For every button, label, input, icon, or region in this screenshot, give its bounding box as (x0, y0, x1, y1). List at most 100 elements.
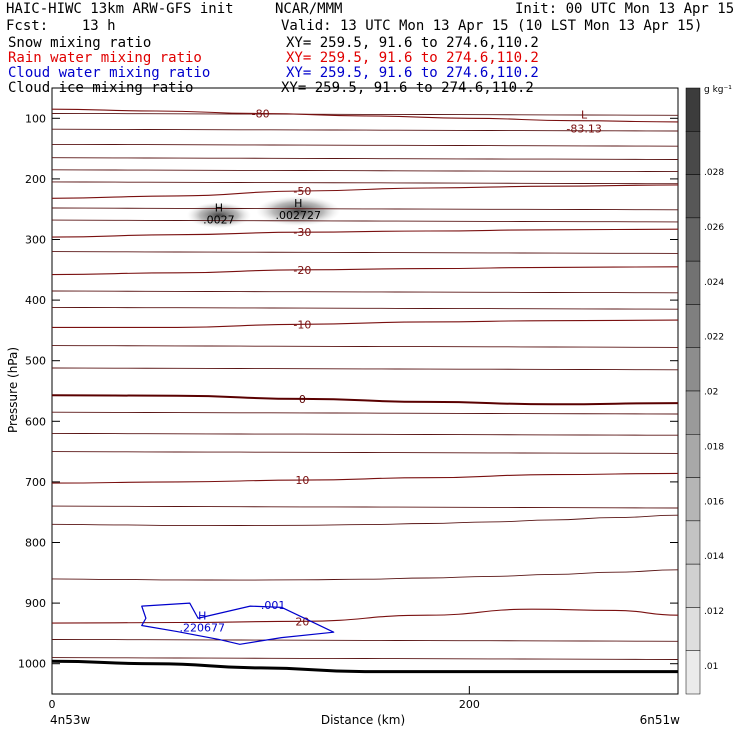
snow-max-value: .002727 (275, 209, 321, 222)
colorbar-segment (685, 87, 701, 132)
contour-label: -20 (293, 264, 311, 277)
snow-max-marker: H (294, 197, 302, 210)
colorbar-segment (685, 434, 701, 478)
colorbar-segment (685, 477, 701, 522)
colorbar-segment (685, 304, 701, 348)
field-xy-snow: XY= 259.5, 91.6 to 274.6,110.2 (286, 35, 539, 51)
isentrope-line (51, 505, 679, 509)
header-title: HAIC-HIWC 13km ARW-GFS init (6, 1, 234, 17)
snow-max-marker: H (215, 201, 223, 214)
isentrope-line (51, 639, 679, 642)
cloud-water-contour-label: .001 (261, 599, 286, 612)
temperature-contour-10 (51, 472, 679, 484)
header-init: Init: 00 UTC Mon 13 Apr 15 (515, 1, 735, 17)
colorbar-segment (685, 607, 701, 651)
low-marker: L (581, 108, 588, 121)
isentrope-line (51, 411, 679, 415)
isentrope-line (51, 128, 679, 132)
isentrope-line (51, 181, 679, 185)
field-name-rain: Rain water mixing ratio (8, 50, 202, 66)
colorbar-tick-label: .01 (704, 662, 718, 672)
ground-surface (51, 659, 678, 674)
field-xy-cloud-water: XY= 259.5, 91.6 to 274.6,110.2 (286, 65, 539, 81)
colorbar-tick-label: .014 (704, 552, 724, 562)
low-value: -83.13 (566, 122, 601, 135)
isentrope-line (51, 451, 679, 454)
contour-label: 0 (299, 393, 306, 406)
y-tick-label: 800 (25, 537, 46, 550)
x-tick-label: 200 (459, 698, 480, 711)
colorbar-segment (685, 563, 701, 608)
cloud-water-contour (141, 602, 335, 645)
y-tick-label: 200 (25, 173, 46, 186)
header-org: NCAR/MMM (275, 1, 343, 17)
temperature-contour-minus80 (51, 108, 679, 123)
isentrope-line (51, 569, 679, 581)
snow-max-value: .0027 (203, 213, 235, 226)
y-tick-label: 100 (25, 112, 46, 125)
colorbar-tick-label: .022 (704, 333, 724, 343)
isentrope-line (51, 207, 679, 211)
colorbar-units: g kg⁻¹ (704, 85, 732, 95)
snow-shading-1 (256, 196, 341, 227)
colorbar-segment (685, 520, 701, 565)
colorbar-segment (685, 131, 701, 175)
colorbar-tick-label: .016 (704, 497, 724, 507)
isentrope-line (51, 367, 679, 371)
contour-label: -30 (293, 226, 311, 239)
isentrope-line (51, 113, 679, 116)
cloud-water-max-value: .220677 (179, 621, 225, 634)
field-name-snow: Snow mixing ratio (8, 35, 152, 51)
field-xy-rain: XY= 259.5, 91.6 to 274.6,110.2 (286, 50, 539, 66)
isentrope-line (51, 432, 679, 436)
x-endpoint-right: 6n51w (640, 713, 681, 727)
colorbar-tick-label: .012 (704, 607, 724, 617)
colorbar-segment (685, 260, 701, 305)
y-tick-label: 600 (25, 415, 46, 428)
header-fcst: Fcst: 13 h (6, 18, 116, 34)
isentrope-line (51, 157, 679, 160)
contour-label: -80 (252, 107, 270, 120)
temperature-contour-minus10 (51, 319, 679, 328)
y-tick-label: 500 (25, 355, 46, 368)
cloud-water-max-marker: H (198, 609, 206, 622)
temperature-contour-minus20 (51, 266, 679, 276)
colorbar-tick-label: .018 (704, 442, 724, 452)
header-valid: Valid: 13 UTC Mon 13 Apr 15 (10 LST Mon … (281, 18, 703, 34)
contour-label: -50 (293, 185, 311, 198)
y-tick-label: 400 (25, 294, 46, 307)
isentrope-line (51, 657, 679, 660)
x-axis-label: Distance (km) (321, 713, 405, 727)
plot-frame (51, 87, 679, 695)
y-tick-label: 900 (25, 597, 46, 610)
isentrope-line (51, 290, 679, 294)
isentrope-line (51, 251, 679, 254)
colorbar-tick-label: .024 (704, 278, 724, 288)
x-endpoint-left: 4n53w (50, 713, 91, 727)
y-tick-label: 700 (25, 476, 46, 489)
isentrope-line (51, 345, 679, 348)
temperature-contour-0 (51, 394, 679, 406)
y-tick-label: 300 (25, 234, 46, 247)
temperature-contour-minus50 (51, 184, 679, 199)
contour-label: 10 (295, 474, 309, 487)
isentrope-line (51, 143, 679, 147)
colorbar-tick-label: .028 (704, 168, 724, 178)
y-tick-label: 1000 (18, 658, 46, 671)
isentrope-line (51, 514, 679, 526)
temperature-contour-20 (51, 608, 679, 624)
colorbar-segment (685, 347, 701, 392)
isentrope-line (51, 306, 679, 310)
colorbar-segment (685, 217, 701, 262)
temperature-contour-minus30 (51, 228, 679, 238)
colorbar-segment (685, 174, 701, 219)
field-name-cloud-water: Cloud water mixing ratio (8, 65, 211, 81)
y-axis-label: Pressure (hPa) (6, 347, 20, 433)
contour-label: -10 (293, 318, 311, 331)
isentrope-line (51, 169, 679, 173)
colorbar-tick-label: .02 (704, 388, 718, 398)
x-tick-label: 0 (49, 698, 56, 711)
